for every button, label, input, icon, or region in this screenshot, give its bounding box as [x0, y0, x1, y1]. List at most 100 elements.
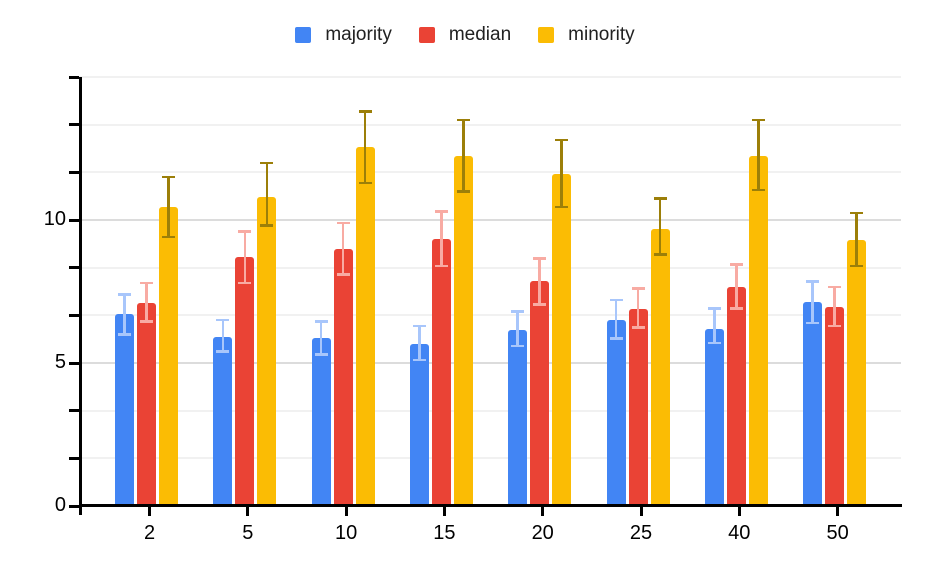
error-bar-line-median-15 — [440, 211, 443, 266]
x-axis-label: 10 — [334, 522, 358, 544]
error-bar-cap-low-minority-15 — [456, 190, 470, 193]
error-bar-cap-low-majority-2 — [118, 333, 131, 336]
error-bar-cap-low-majority-25 — [609, 337, 623, 340]
minor-gridline — [79, 123, 901, 126]
bar-majority-25[interactable] — [606, 320, 626, 506]
y-axis-label: 5 — [54, 351, 66, 373]
error-bar-cap-high-median-20 — [533, 257, 547, 260]
bar-median-50[interactable] — [825, 307, 845, 506]
x-axis-tick — [737, 507, 741, 516]
error-bar-cap-high-minority-15 — [456, 118, 470, 122]
error-bar-cap-high-minority-10 — [358, 110, 372, 113]
error-bar-line-majority-20 — [516, 311, 519, 346]
major-gridline — [79, 219, 901, 221]
bar-median-25[interactable] — [628, 308, 648, 506]
legend-item-minority: minority — [538, 24, 635, 46]
legend-swatch-majority — [295, 27, 312, 43]
error-bar-line-minority-15 — [462, 119, 465, 192]
error-bar-cap-low-majority-50 — [806, 321, 820, 325]
error-bar-line-majority-40 — [713, 308, 716, 343]
error-bar-cap-low-median-5 — [238, 281, 252, 285]
legend-label-median: median — [448, 24, 512, 45]
error-bar-cap-high-majority-5 — [216, 318, 230, 322]
bar-minority-20[interactable] — [552, 174, 572, 506]
error-bar-cap-high-minority-20 — [555, 138, 569, 142]
error-bar-cap-high-majority-10 — [314, 320, 328, 323]
bar-median-10[interactable] — [333, 248, 353, 506]
error-bar-cap-low-majority-15 — [412, 358, 426, 362]
bar-majority-20[interactable] — [508, 330, 528, 506]
error-bar-cap-low-majority-5 — [216, 350, 230, 353]
x-axis-label: 2 — [143, 522, 156, 544]
error-bar-cap-high-minority-2 — [162, 175, 175, 179]
error-bar-line-majority-10 — [319, 321, 323, 355]
y-axis-label: 10 — [43, 208, 66, 230]
error-bar-cap-high-majority-2 — [118, 293, 131, 296]
bar-majority-5[interactable] — [213, 337, 233, 506]
error-bar-line-minority-5 — [265, 162, 269, 226]
y-axis-tick — [69, 409, 79, 413]
bar-minority-2[interactable] — [159, 207, 178, 506]
x-axis-label: 50 — [826, 522, 849, 544]
error-bar-cap-high-minority-25 — [653, 197, 667, 200]
error-bar-cap-high-median-15 — [434, 210, 448, 213]
error-bar-cap-high-minority-5 — [260, 161, 274, 165]
bar-majority-40[interactable] — [704, 328, 724, 506]
minor-gridline — [79, 314, 901, 317]
y-axis-tick — [69, 361, 79, 365]
y-axis-label: 0 — [54, 494, 66, 516]
bar-majority-50[interactable] — [803, 301, 823, 506]
error-bar-line-minority-40 — [757, 119, 760, 190]
bar-minority-5[interactable] — [257, 197, 277, 506]
bar-median-5[interactable] — [235, 257, 255, 506]
error-bar-cap-low-median-25 — [631, 326, 645, 329]
bar-majority-2[interactable] — [115, 314, 134, 506]
y-axis-tick — [69, 123, 79, 127]
error-bar-cap-low-minority-50 — [850, 264, 864, 267]
bar-minority-50[interactable] — [847, 240, 867, 506]
error-bar-line-median-50 — [833, 287, 836, 326]
y-axis-tick — [69, 504, 79, 508]
error-bar-cap-low-minority-2 — [162, 235, 175, 239]
minor-gridline — [79, 266, 901, 269]
error-bar-line-minority-10 — [363, 111, 367, 183]
bar-median-15[interactable] — [431, 238, 451, 506]
bar-median-2[interactable] — [137, 302, 156, 506]
x-axis-line — [79, 504, 902, 507]
error-bar-cap-low-majority-40 — [707, 341, 721, 345]
error-bar-cap-high-median-25 — [631, 287, 645, 290]
error-bar-cap-low-median-15 — [434, 264, 448, 267]
error-bar-line-median-40 — [735, 264, 738, 309]
bar-median-40[interactable] — [726, 287, 746, 506]
x-axis-tick — [639, 507, 643, 516]
y-axis-tick — [69, 456, 79, 460]
error-bar-cap-high-median-50 — [828, 285, 842, 289]
x-axis-label: 25 — [629, 522, 653, 544]
x-axis-tick — [246, 507, 250, 516]
error-bar-line-median-2 — [145, 282, 148, 322]
y-axis-tick — [69, 170, 79, 174]
error-bar-cap-low-median-2 — [140, 320, 153, 323]
error-bar-cap-low-minority-20 — [555, 205, 569, 209]
x-axis-label: 20 — [531, 522, 554, 544]
bar-minority-15[interactable] — [453, 155, 473, 506]
x-axis-tick — [836, 507, 840, 516]
error-bar-line-minority-2 — [167, 177, 170, 238]
bar-minority-25[interactable] — [650, 228, 670, 506]
bar-minority-10[interactable] — [355, 147, 375, 506]
legend-label-minority: minority — [568, 24, 635, 45]
bar-majority-15[interactable] — [409, 343, 429, 506]
legend: majority median minority — [0, 24, 930, 46]
bar-majority-10[interactable] — [311, 337, 331, 506]
bar-median-20[interactable] — [530, 281, 550, 506]
x-axis-tick — [344, 507, 348, 516]
y-axis-tick — [69, 266, 79, 270]
error-bar-cap-high-minority-40 — [751, 118, 765, 122]
error-bar-cap-high-majority-40 — [707, 307, 721, 310]
error-bar-cap-high-majority-20 — [511, 310, 525, 313]
error-bar-line-majority-2 — [123, 294, 126, 335]
x-axis-label: 15 — [433, 522, 456, 544]
error-bar-line-majority-50 — [811, 281, 814, 323]
bar-minority-40[interactable] — [748, 155, 768, 506]
